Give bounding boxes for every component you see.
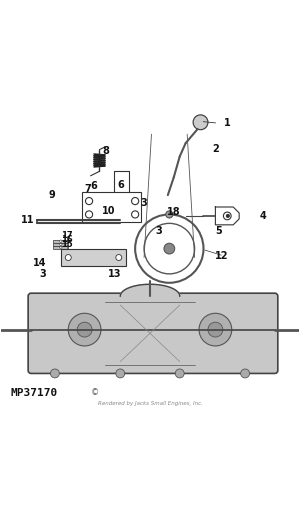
Text: 9: 9 [49,190,55,200]
Text: 3: 3 [40,269,46,279]
Circle shape [241,369,250,378]
Circle shape [193,115,208,130]
Bar [61,249,126,266]
Text: 11: 11 [21,215,35,226]
Text: 6: 6 [90,181,97,191]
Text: 13: 13 [108,269,121,279]
Polygon shape [120,284,180,296]
Text: 8: 8 [102,145,109,156]
Text: 12: 12 [214,251,228,261]
Circle shape [50,369,59,378]
Bar [82,192,141,222]
Circle shape [116,369,125,378]
Text: 16: 16 [61,235,73,244]
Circle shape [77,322,92,337]
Circle shape [60,240,62,242]
Text: 17: 17 [61,231,73,240]
Text: 3: 3 [155,226,162,236]
Bar [53,240,68,243]
Circle shape [166,211,173,218]
FancyBboxPatch shape [28,293,278,374]
Circle shape [116,255,122,260]
Circle shape [65,255,71,260]
Text: 1: 1 [224,118,231,128]
Circle shape [68,313,101,346]
Bar [53,245,68,249]
Text: 7: 7 [84,184,91,194]
Text: 14: 14 [33,258,47,268]
Text: ©: © [91,388,99,398]
Bar [53,243,68,245]
Text: 3: 3 [141,197,147,207]
Text: 2: 2 [212,144,219,154]
Circle shape [60,243,62,245]
Circle shape [199,313,232,346]
Circle shape [226,215,230,217]
Circle shape [164,243,175,254]
Text: 6: 6 [117,180,124,190]
Text: 4: 4 [260,211,266,221]
Text: 5: 5 [215,226,222,236]
Text: MP37170: MP37170 [10,388,58,398]
Circle shape [60,246,62,249]
Text: Rendered by Jacks Small Engines, Inc.: Rendered by Jacks Small Engines, Inc. [98,401,202,406]
Circle shape [175,369,184,378]
Circle shape [208,322,223,337]
Text: 15: 15 [61,240,73,249]
Text: 18: 18 [167,207,181,217]
Text: 10: 10 [102,206,115,216]
